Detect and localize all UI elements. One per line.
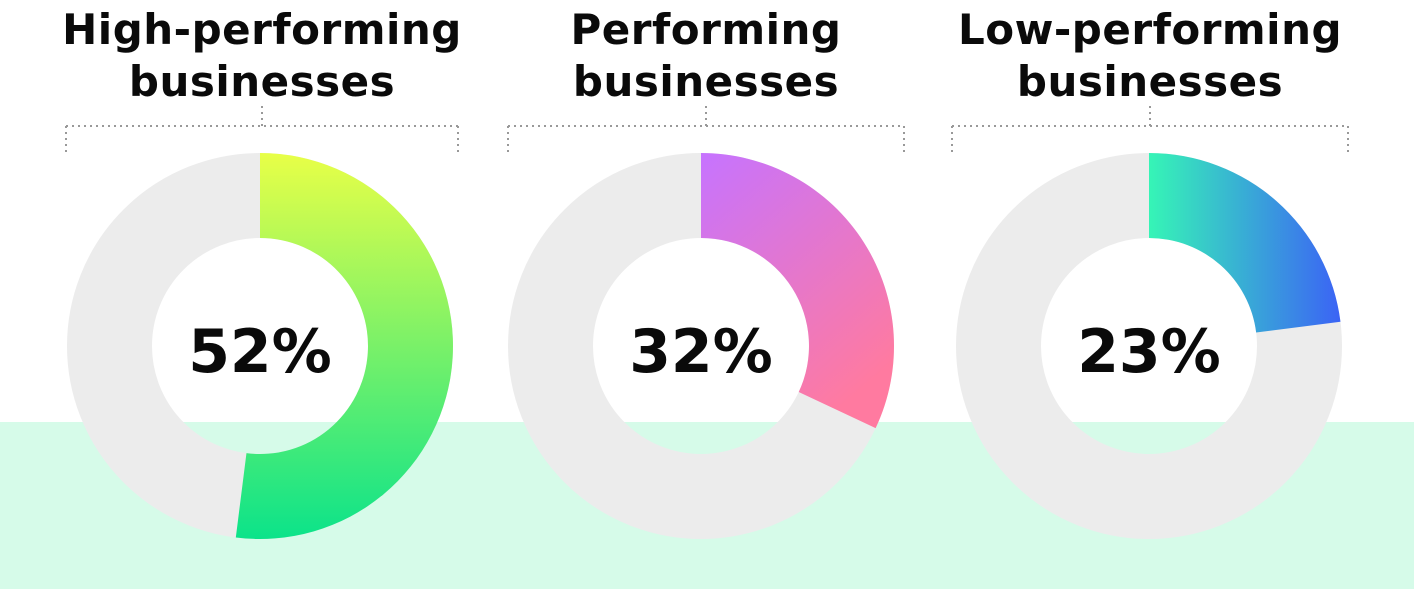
- chart-title-line-1: High-performing: [62, 5, 462, 54]
- donut-slice-value: [701, 153, 894, 429]
- chart-title: High-performing businesses: [42, 4, 482, 108]
- chart-title-line-1: Performing: [570, 5, 842, 54]
- title-bracket: [951, 106, 1349, 154]
- percent-label: 32%: [629, 317, 773, 387]
- donut-slice-value: [1149, 153, 1341, 333]
- donut-chart: 32%: [508, 153, 894, 539]
- title-bracket: [507, 106, 905, 154]
- chart-title-line-2: businesses: [572, 57, 840, 106]
- donut-chart: 23%: [956, 153, 1342, 539]
- chart-title-line-2: businesses: [1016, 57, 1284, 106]
- chart-panel-performing: Performing businesses 32%: [486, 0, 926, 589]
- chart-panel-high-performing: High-performing businesses 52%: [42, 0, 482, 589]
- donut-chart: 52%: [67, 153, 453, 539]
- percent-label: 23%: [1077, 317, 1221, 387]
- chart-title: Performing businesses: [486, 4, 926, 108]
- donut-slice-value: [235, 153, 453, 539]
- chart-title-line-1: Low-performing: [957, 5, 1343, 54]
- chart-panel-low-performing: Low-performing businesses 23%: [930, 0, 1370, 589]
- chart-title-line-2: businesses: [128, 57, 396, 106]
- title-bracket: [65, 106, 459, 154]
- percent-label: 52%: [188, 317, 332, 387]
- chart-title: Low-performing businesses: [930, 4, 1370, 108]
